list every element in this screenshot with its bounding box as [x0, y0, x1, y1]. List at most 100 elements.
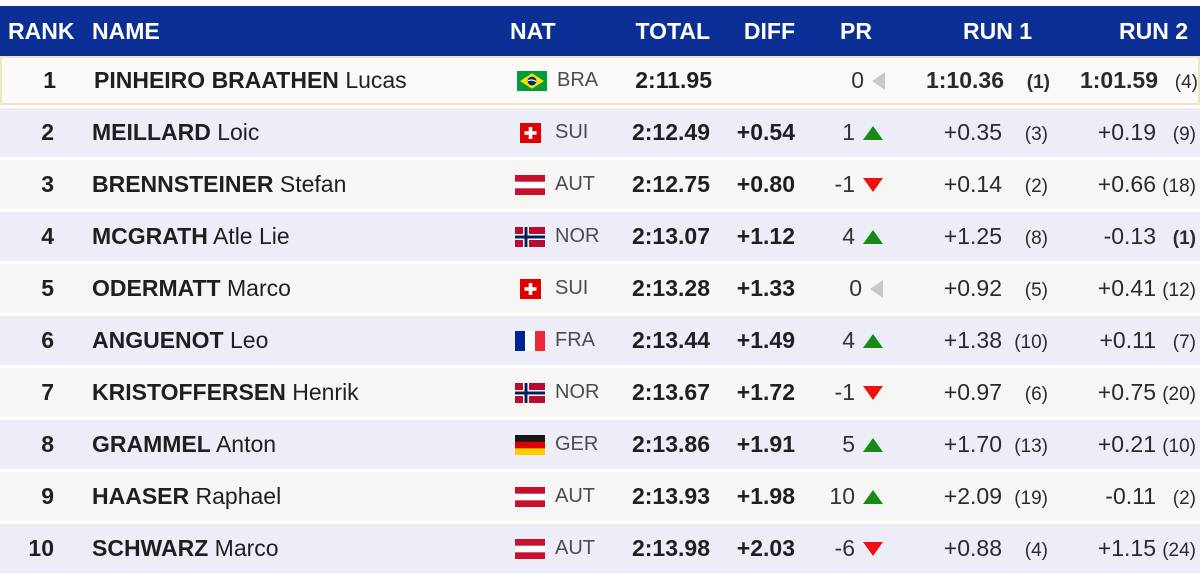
total-time-cell: 2:13.44: [631, 327, 710, 353]
position-change-value: 5: [842, 431, 855, 457]
run2-rank: (9): [1172, 124, 1196, 145]
total-time-cell: 2:13.07: [631, 223, 710, 249]
athlete-given-name: Henrik: [292, 379, 359, 405]
name-cell: PINHEIRO BRAATHEN Lucas: [64, 67, 507, 94]
run1-time: 1:10.36: [925, 67, 1004, 93]
nat-cell: NOR: [505, 225, 620, 248]
run1-time: +0.97: [943, 379, 1002, 405]
table-row[interactable]: 4 MCGRATH Atle Lie NOR 2:13.07 +1.12 4 +…: [0, 212, 1200, 261]
athlete-surname: MCGRATH: [92, 223, 208, 249]
table-row[interactable]: 2 MEILLARD Loic SUI 2:12.49 +0.54 1 +0.3…: [0, 108, 1200, 157]
run2-time: +0.75: [1097, 379, 1156, 405]
nat-cell: NOR: [505, 381, 620, 404]
country-code: BRA: [557, 69, 599, 91]
name-cell: BRENNSTEINER Stefan: [62, 171, 505, 198]
position-change-value: 10: [829, 483, 855, 509]
run2-cell: +0.11 (7): [1052, 327, 1200, 354]
run1-cell: +1.70 (13): [890, 431, 1052, 458]
aut-flag-icon: [515, 486, 545, 507]
run2-rank: (2): [1172, 488, 1196, 509]
country-code: SUI: [555, 121, 589, 143]
country-code: AUT: [555, 173, 595, 195]
fra-flag-icon: [515, 330, 545, 351]
position-change-cell: 4: [797, 327, 890, 354]
position-change-cell: -1: [797, 171, 890, 198]
aut-flag-icon: [515, 174, 545, 195]
name-cell: KRISTOFFERSEN Henrik: [62, 379, 505, 406]
run2-cell: +0.75 (20): [1052, 379, 1200, 406]
position-change-value: -1: [834, 379, 855, 405]
run1-time: +0.88: [943, 535, 1002, 561]
run2-rank: (20): [1162, 384, 1196, 405]
table-row[interactable]: 6 ANGUENOT Leo FRA 2:13.44 +1.49 4 +1.38…: [0, 316, 1200, 365]
table-row[interactable]: 1 PINHEIRO BRAATHEN Lucas BRA 2:11.95 0 …: [0, 56, 1200, 105]
athlete-given-name: Atle Lie: [212, 223, 290, 249]
name-cell: MCGRATH Atle Lie: [62, 223, 505, 250]
run1-cell: +0.92 (5): [890, 275, 1052, 302]
run2-cell: 1:01.59 (4): [1054, 67, 1200, 94]
total-time-cell: 2:13.98: [631, 535, 710, 561]
total-time-cell: 2:13.93: [631, 483, 710, 509]
table-row[interactable]: 8 GRAMMEL Anton GER 2:13.86 +1.91 5 +1.7…: [0, 420, 1200, 469]
athlete-surname: ANGUENOT: [92, 327, 224, 353]
rank-cell: 4: [41, 223, 54, 249]
run2-time: +0.19: [1097, 119, 1156, 145]
run1-cell: 1:10.36 (1): [892, 67, 1054, 94]
pr-down-icon: [863, 177, 883, 192]
run1-rank: (4): [1024, 540, 1048, 561]
pr-up-icon: [863, 437, 883, 452]
header-diff: DIFF: [743, 17, 795, 44]
country-code: SUI: [555, 277, 589, 299]
run2-time: 1:01.59: [1079, 67, 1158, 93]
nor-flag-icon: [515, 226, 545, 247]
athlete-given-name: Loic: [217, 119, 260, 145]
header-name: NAME: [92, 17, 160, 44]
run2-cell: +0.66 (18): [1052, 171, 1200, 198]
table-row[interactable]: 10 SCHWARZ Marco AUT 2:13.98 +2.03 -6 +0…: [0, 524, 1200, 573]
rank-cell: 3: [41, 171, 54, 197]
run2-rank: (10): [1162, 436, 1196, 457]
pr-down-icon: [863, 541, 883, 556]
pr-up-icon: [863, 125, 883, 140]
position-change-cell: 1: [797, 119, 890, 146]
run1-time: +0.92: [943, 275, 1002, 301]
country-code: FRA: [555, 329, 595, 351]
nat-cell: AUT: [505, 537, 620, 560]
run2-rank: (12): [1162, 280, 1196, 301]
bra-flag-icon: [517, 70, 547, 91]
run2-rank: (24): [1162, 540, 1196, 561]
table-row[interactable]: 9 HAASER Raphael AUT 2:13.93 +1.98 10 +2…: [0, 472, 1200, 521]
run1-rank: (8): [1024, 228, 1048, 249]
athlete-surname: ODERMATT: [92, 275, 221, 301]
diff-cell: +1.72: [736, 379, 795, 405]
diff-cell: +1.12: [736, 223, 795, 249]
position-change-cell: 0: [799, 67, 892, 94]
country-code: GER: [555, 433, 599, 455]
nat-cell: BRA: [507, 69, 622, 92]
athlete-given-name: Raphael: [195, 483, 282, 509]
rank-cell: 6: [41, 327, 54, 353]
table-row[interactable]: 3 BRENNSTEINER Stefan AUT 2:12.75 +0.80 …: [0, 160, 1200, 209]
run1-time: +1.38: [943, 327, 1002, 353]
nat-cell: SUI: [505, 277, 620, 300]
run1-time: +0.14: [943, 171, 1002, 197]
name-cell: ODERMATT Marco: [62, 275, 505, 302]
rank-cell: 10: [28, 535, 54, 561]
total-time-cell: 2:12.75: [631, 171, 710, 197]
run2-cell: -0.11 (2): [1052, 483, 1200, 510]
pr-down-icon: [863, 385, 883, 400]
total-time-cell: 2:13.28: [631, 275, 710, 301]
pr-neutral-icon: [870, 279, 883, 298]
diff-cell: +0.54: [736, 119, 795, 145]
table-row[interactable]: 7 KRISTOFFERSEN Henrik NOR 2:13.67 +1.72…: [0, 368, 1200, 417]
position-change-cell: -1: [797, 379, 890, 406]
table-row[interactable]: 5 ODERMATT Marco SUI 2:13.28 +1.33 0 +0.…: [0, 264, 1200, 313]
position-change-cell: 4: [797, 223, 890, 250]
nat-cell: GER: [505, 433, 620, 456]
athlete-surname: BRENNSTEINER: [92, 171, 274, 197]
run1-rank: (1): [1026, 72, 1050, 93]
name-cell: GRAMMEL Anton: [62, 431, 505, 458]
pr-up-icon: [863, 229, 883, 244]
athlete-given-name: Anton: [215, 431, 277, 457]
